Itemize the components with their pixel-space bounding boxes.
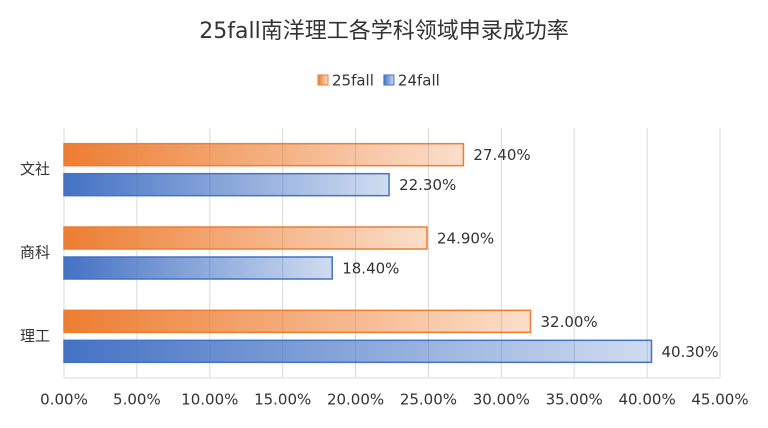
x-tick-label: 45.00%	[691, 391, 748, 409]
x-tick-label: 5.00%	[113, 391, 161, 409]
bar	[63, 256, 333, 280]
chart-title: 25fall南洋理工各学科领域申录成功率	[199, 19, 568, 44]
x-tick-label: 15.00%	[254, 391, 311, 409]
x-tick-label: 20.00%	[327, 391, 384, 409]
x-tick-label: 40.00%	[619, 391, 676, 409]
x-tick-label: 30.00%	[473, 391, 530, 409]
legend-label: 24fall	[398, 72, 440, 90]
bar	[63, 142, 465, 167]
y-tick-label: 商科	[20, 244, 50, 262]
data-label: 18.40%	[342, 260, 399, 278]
bar	[63, 172, 390, 197]
data-label: 24.90%	[437, 230, 494, 248]
legend-swatch	[383, 74, 395, 86]
legend-swatch	[317, 74, 329, 86]
x-tick-label: 0.00%	[40, 391, 88, 409]
data-label: 27.40%	[473, 146, 530, 164]
x-tick-label: 35.00%	[546, 391, 603, 409]
data-label: 22.30%	[399, 176, 456, 194]
y-tick-label: 理工	[20, 327, 50, 345]
bar	[63, 339, 653, 364]
legend-label: 25fall	[332, 72, 374, 90]
y-tick-label: 文社	[20, 160, 50, 178]
x-tick-label: 10.00%	[181, 391, 238, 409]
data-label: 40.30%	[661, 343, 718, 361]
bar	[63, 309, 532, 334]
data-label: 32.00%	[540, 313, 597, 331]
x-tick-label: 25.00%	[400, 391, 457, 409]
bar	[63, 226, 428, 250]
